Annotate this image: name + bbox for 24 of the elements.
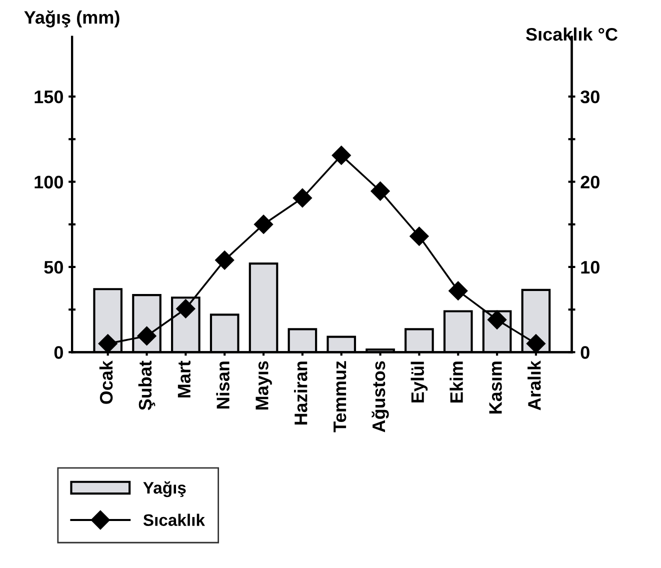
y-tick-label: 100 <box>34 176 63 188</box>
x-tick-label: Mayıs <box>256 361 272 410</box>
x-tick-label: Ocak <box>99 360 113 404</box>
y-tick-label: 50 <box>44 260 63 274</box>
y2-tick-label: 0 <box>580 346 590 359</box>
x-tick-label: Haziran <box>294 362 308 425</box>
x-tick-label: Temmuz <box>334 361 346 432</box>
x-tick-label: Kasım <box>489 362 502 414</box>
x-tick-label: Eylül <box>410 362 428 402</box>
y-axis-title: Yağış (mm) <box>24 10 120 28</box>
x-tick-label: Nisan <box>216 362 230 408</box>
x-tick-label: Aralık <box>528 360 541 410</box>
y2-tick-label: 30 <box>580 90 600 104</box>
y-tick-label: 150 <box>34 90 63 104</box>
y-tick-label: 0 <box>54 346 63 359</box>
y2-tick-label: 20 <box>580 176 600 188</box>
y2-tick-label: 10 <box>581 260 600 274</box>
y2-axis-title: Sıcaklık °C <box>526 27 618 41</box>
legend-label: Yağış <box>143 481 186 498</box>
legend-label: Sıcaklık <box>143 514 206 526</box>
x-tick-label: Şubat <box>138 360 156 410</box>
x-tick-label: Ekim <box>450 362 463 402</box>
x-tick-label: Ağustos <box>372 361 389 432</box>
x-tick-label: Mart <box>178 360 191 398</box>
